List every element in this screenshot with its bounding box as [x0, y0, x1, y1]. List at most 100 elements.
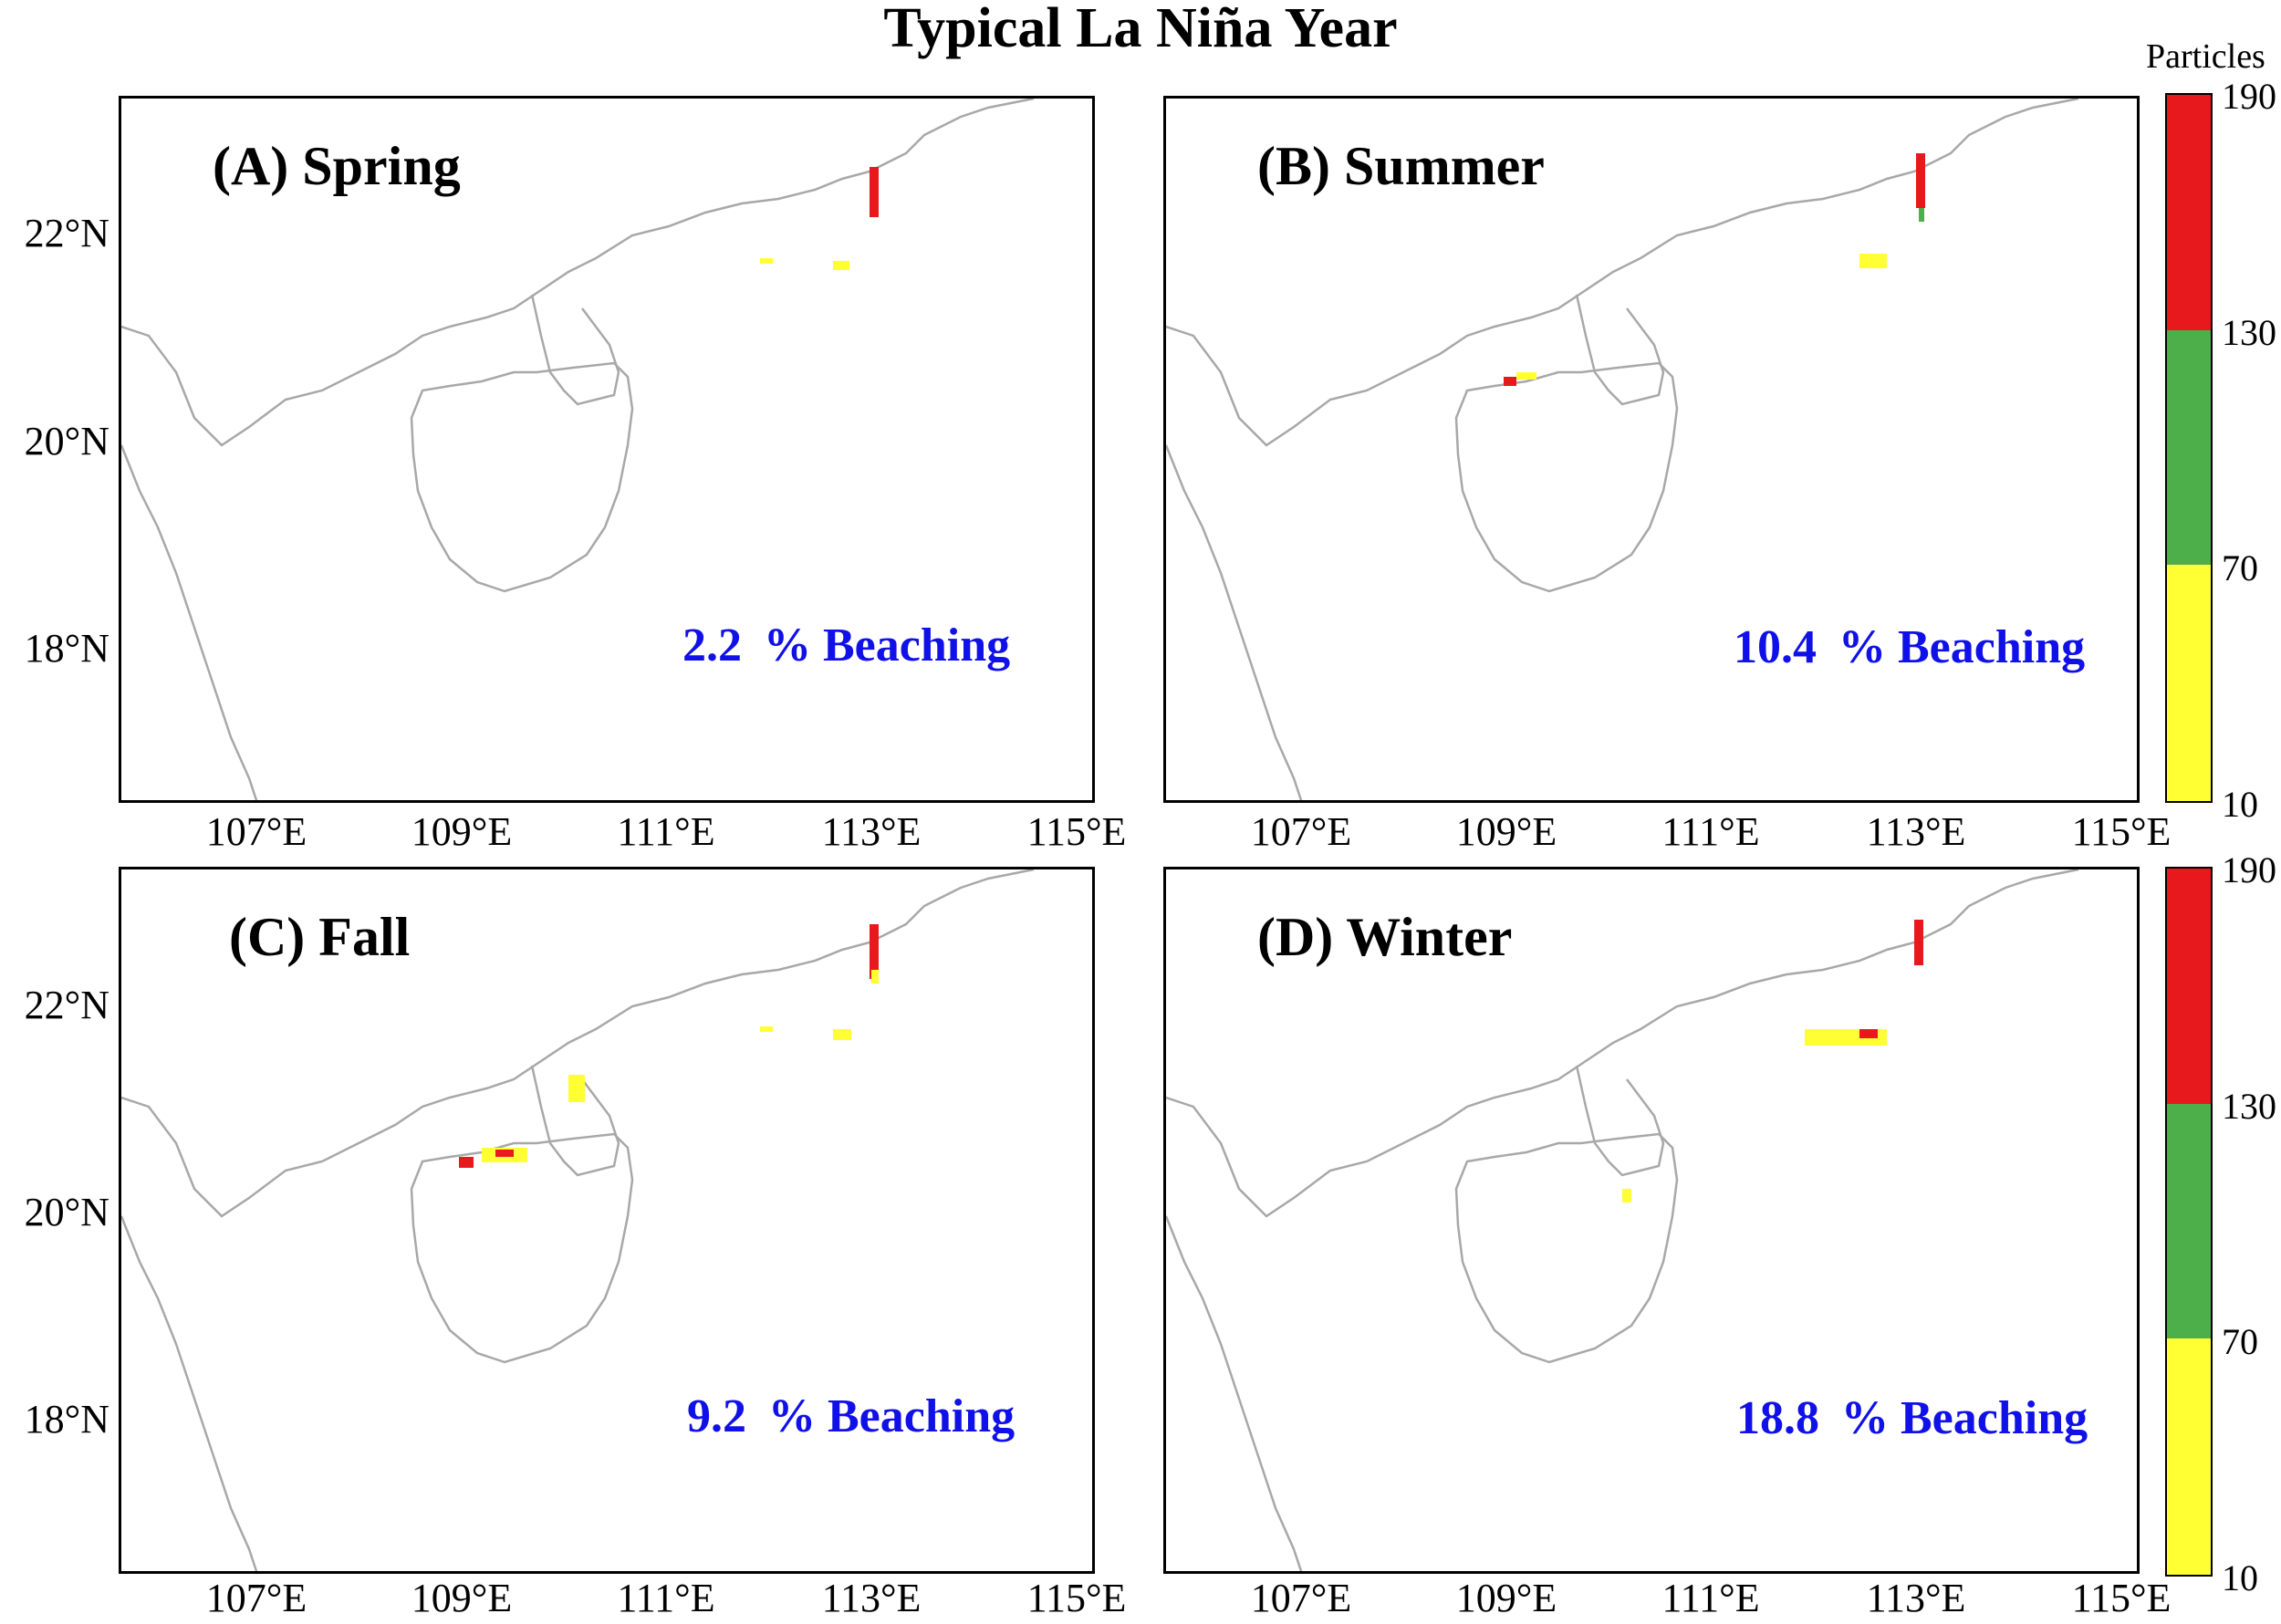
coastline — [410, 1132, 634, 1364]
x-tick-113e: 113°E — [821, 809, 922, 854]
beaching-patch — [1859, 254, 1887, 268]
x-tick-107e: 107°E — [1250, 809, 1352, 854]
colorbar-segment-high — [2167, 95, 2211, 330]
coastline — [121, 1215, 258, 1571]
panel-label: (D) Winter — [1257, 907, 1513, 967]
coastline — [121, 99, 1035, 447]
coastline-map — [121, 869, 1035, 1571]
colorbar-tick: 130 — [2222, 312, 2276, 353]
panel-label: (B) Summer — [1257, 136, 1545, 196]
colorbar-tick: 70 — [2222, 547, 2258, 588]
coastline — [530, 1065, 620, 1177]
beaching-patch — [1919, 208, 1924, 222]
beaching-percent: 9.2 — [687, 1390, 746, 1442]
x-tick-107e: 107°E — [1250, 1576, 1352, 1620]
x-tick-115e: 115°E — [1026, 809, 1127, 854]
x-tick-111e: 111°E — [617, 809, 715, 854]
coastline — [1166, 99, 2079, 447]
beaching-patch — [1516, 372, 1536, 380]
coastline — [1166, 869, 2079, 1218]
colorbar-segment-mid — [2167, 1103, 2211, 1339]
colorbar-segment-high — [2167, 869, 2211, 1104]
y-tick-20n: 20°N — [24, 419, 109, 463]
x-tick-111e: 111°E — [1661, 1576, 1760, 1620]
x-tick-109e: 109°E — [1455, 1576, 1557, 1620]
x-tick-113e: 113°E — [1866, 809, 1966, 854]
beaching-patch — [871, 970, 879, 984]
beaching-patch — [760, 1026, 773, 1032]
beaching-text: % Beaching — [1838, 621, 2086, 673]
y-tick-18n: 18°N — [24, 626, 109, 671]
coastline — [1166, 1215, 1303, 1571]
colorbar-segment-low — [2167, 565, 2211, 801]
coastline — [1166, 444, 1303, 800]
x-tick-113e: 113°E — [821, 1576, 922, 1620]
colorbar-tick: 10 — [2222, 1557, 2258, 1598]
figure-title: Typical La Niña Year — [883, 0, 1398, 59]
x-tick-109e: 109°E — [1455, 809, 1557, 854]
coastline — [121, 869, 1035, 1218]
panel-label: (A) Spring — [213, 136, 461, 196]
coastline — [530, 294, 620, 406]
beaching-text: % Beaching — [1841, 1392, 2088, 1444]
y-tick-18n: 18°N — [24, 1397, 109, 1442]
coastline-map — [1166, 869, 2079, 1571]
beaching-patch — [833, 261, 849, 270]
beaching-patch — [1504, 377, 1516, 386]
beaching-patch — [870, 167, 879, 217]
beaching-text: % Beaching — [768, 1390, 1016, 1442]
panel-fall: (C) Fall 9.2 % Beaching — [119, 867, 1095, 1574]
beaching-label: 9.2 % Beaching — [687, 1390, 1015, 1443]
beaching-patch — [459, 1157, 474, 1168]
x-tick-111e: 111°E — [1661, 809, 1760, 854]
colorbar-tick: 190 — [2222, 76, 2276, 117]
panel-winter: (D) Winter 18.8 % Beaching — [1163, 867, 2140, 1574]
coastline — [1454, 1132, 1679, 1364]
colorbar-tick: 190 — [2222, 849, 2276, 890]
colorbar-segment-low — [2167, 1338, 2211, 1575]
beaching-patch — [568, 1075, 585, 1102]
coastline — [1454, 361, 1679, 593]
coastline — [1575, 294, 1665, 406]
colorbar-tick: 70 — [2222, 1321, 2258, 1362]
colorbar-tick: 10 — [2222, 784, 2258, 825]
x-tick-107e: 107°E — [205, 809, 307, 854]
beaching-percent: 18.8 — [1736, 1392, 1819, 1444]
colorbar-tick: 130 — [2222, 1086, 2276, 1127]
y-tick-22n: 22°N — [24, 211, 109, 255]
y-tick-20n: 20°N — [24, 1190, 109, 1234]
beaching-percent: 10.4 — [1734, 621, 1817, 673]
beaching-patch — [870, 924, 879, 979]
coastline — [1575, 1065, 1665, 1177]
beaching-percent: 2.2 — [682, 619, 742, 671]
coastline-map — [121, 99, 1035, 800]
x-tick-115e: 115°E — [1026, 1576, 1127, 1620]
x-tick-109e: 109°E — [411, 809, 513, 854]
beaching-patch — [1859, 1029, 1878, 1038]
x-tick-107e: 107°E — [205, 1576, 307, 1620]
y-tick-22n: 22°N — [24, 983, 109, 1027]
coastline — [121, 444, 258, 800]
beaching-patch — [495, 1150, 514, 1157]
coastline — [410, 361, 634, 593]
beaching-patch — [1916, 153, 1925, 208]
x-tick-111e: 111°E — [617, 1576, 715, 1620]
x-tick-115e: 115°E — [2071, 809, 2172, 854]
x-tick-113e: 113°E — [1866, 1576, 1966, 1620]
panel-label: (C) Fall — [229, 907, 411, 967]
panel-spring: (A) Spring 2.2 % Beaching — [119, 96, 1095, 803]
beaching-text: % Beaching — [764, 619, 1011, 671]
beaching-patch — [833, 1029, 851, 1040]
beaching-patch — [760, 258, 773, 264]
colorbar-title: Particles — [2146, 37, 2265, 76]
x-tick-109e: 109°E — [411, 1576, 513, 1620]
colorbar-top — [2165, 93, 2213, 803]
beaching-label: 10.4 % Beaching — [1734, 620, 2085, 674]
beaching-label: 18.8 % Beaching — [1736, 1391, 2088, 1445]
colorbar-segment-mid — [2167, 329, 2211, 566]
coastline-map — [1166, 99, 2079, 800]
x-tick-115e: 115°E — [2071, 1576, 2172, 1620]
panel-summer: (B) Summer 10.4 % Beaching — [1163, 96, 2140, 803]
colorbar-bottom — [2165, 867, 2213, 1577]
beaching-patch — [1622, 1189, 1631, 1202]
